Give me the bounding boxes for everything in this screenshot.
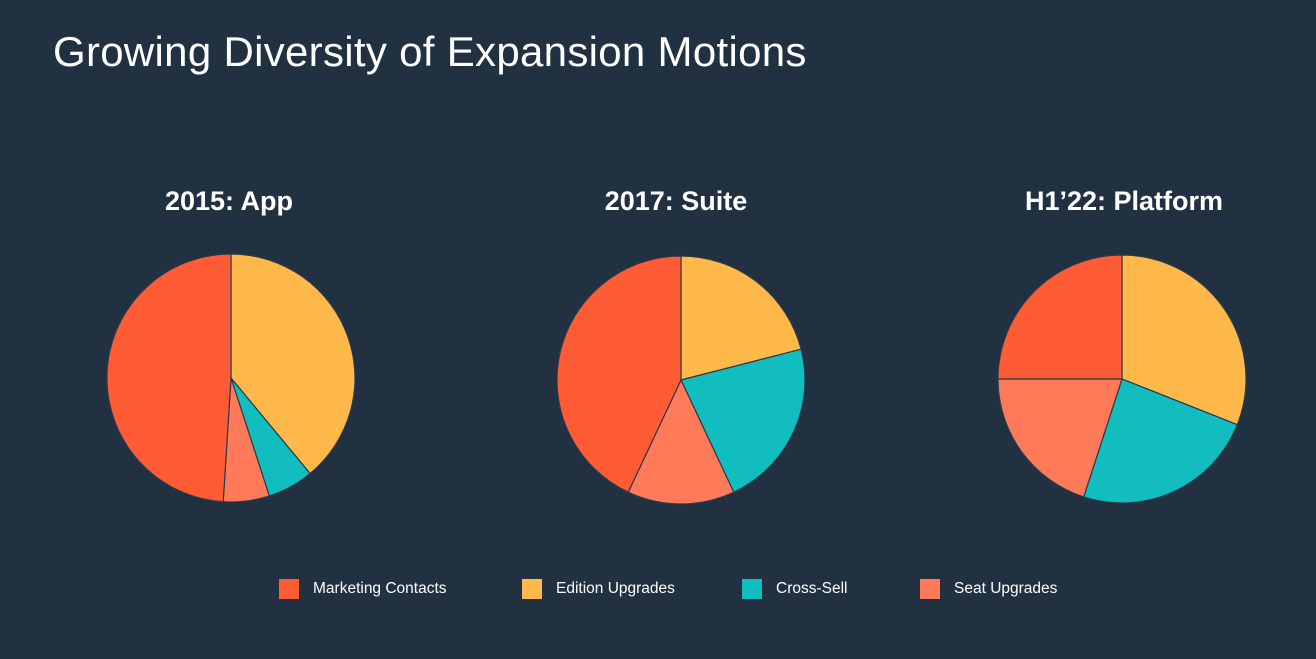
pie-slice-cross-sell — [680, 348, 806, 493]
legend-label: Edition Upgrades — [556, 580, 675, 597]
legend-item-edition-upgrades: Edition Upgrades — [522, 578, 675, 600]
legend-swatch-edition-upgrades — [522, 579, 542, 599]
legend-swatch-seat-upgrades — [920, 579, 940, 599]
legend-item-seat-upgrades: Seat Upgrades — [920, 578, 1057, 600]
pie-title-2015: 2015: App — [164, 186, 294, 216]
legend-item-cross-sell: Cross-Sell — [742, 578, 847, 600]
pie-slice-marketing-contacts — [556, 255, 682, 493]
pie-slice-edition-upgrades — [680, 255, 802, 381]
pie-2017-suite — [556, 255, 806, 505]
pie-slice-cross-sell — [1083, 378, 1238, 504]
legend-label: Seat Upgrades — [954, 580, 1058, 597]
pie-slice-marketing-contacts — [106, 253, 232, 503]
page-title: Growing Diversity of Expansion Motions — [53, 28, 807, 75]
pie-h1-22-platform — [997, 254, 1247, 504]
pie-slice-seat-upgrades — [997, 378, 1123, 498]
legend-label: Cross-Sell — [776, 580, 848, 597]
legend-label: Marketing Contacts — [313, 580, 447, 597]
pie-slice-marketing-contacts — [997, 254, 1123, 380]
pie-slice-edition-upgrades — [1121, 254, 1247, 426]
pie-slice-edition-upgrades — [230, 253, 356, 475]
legend-swatch-cross-sell — [742, 579, 762, 599]
legend-item-marketing-contacts: Marketing Contacts — [279, 578, 447, 600]
pie-title-h122: H1’22: Platform — [1024, 186, 1224, 216]
pie-title-2017: 2017: Suite — [604, 186, 748, 216]
legend-swatch-marketing-contacts — [279, 579, 299, 599]
pie-slice-seat-upgrades — [627, 379, 735, 505]
pie-2015-app — [106, 253, 356, 503]
legend: Marketing Contacts Edition Upgrades Cros… — [0, 578, 1316, 602]
